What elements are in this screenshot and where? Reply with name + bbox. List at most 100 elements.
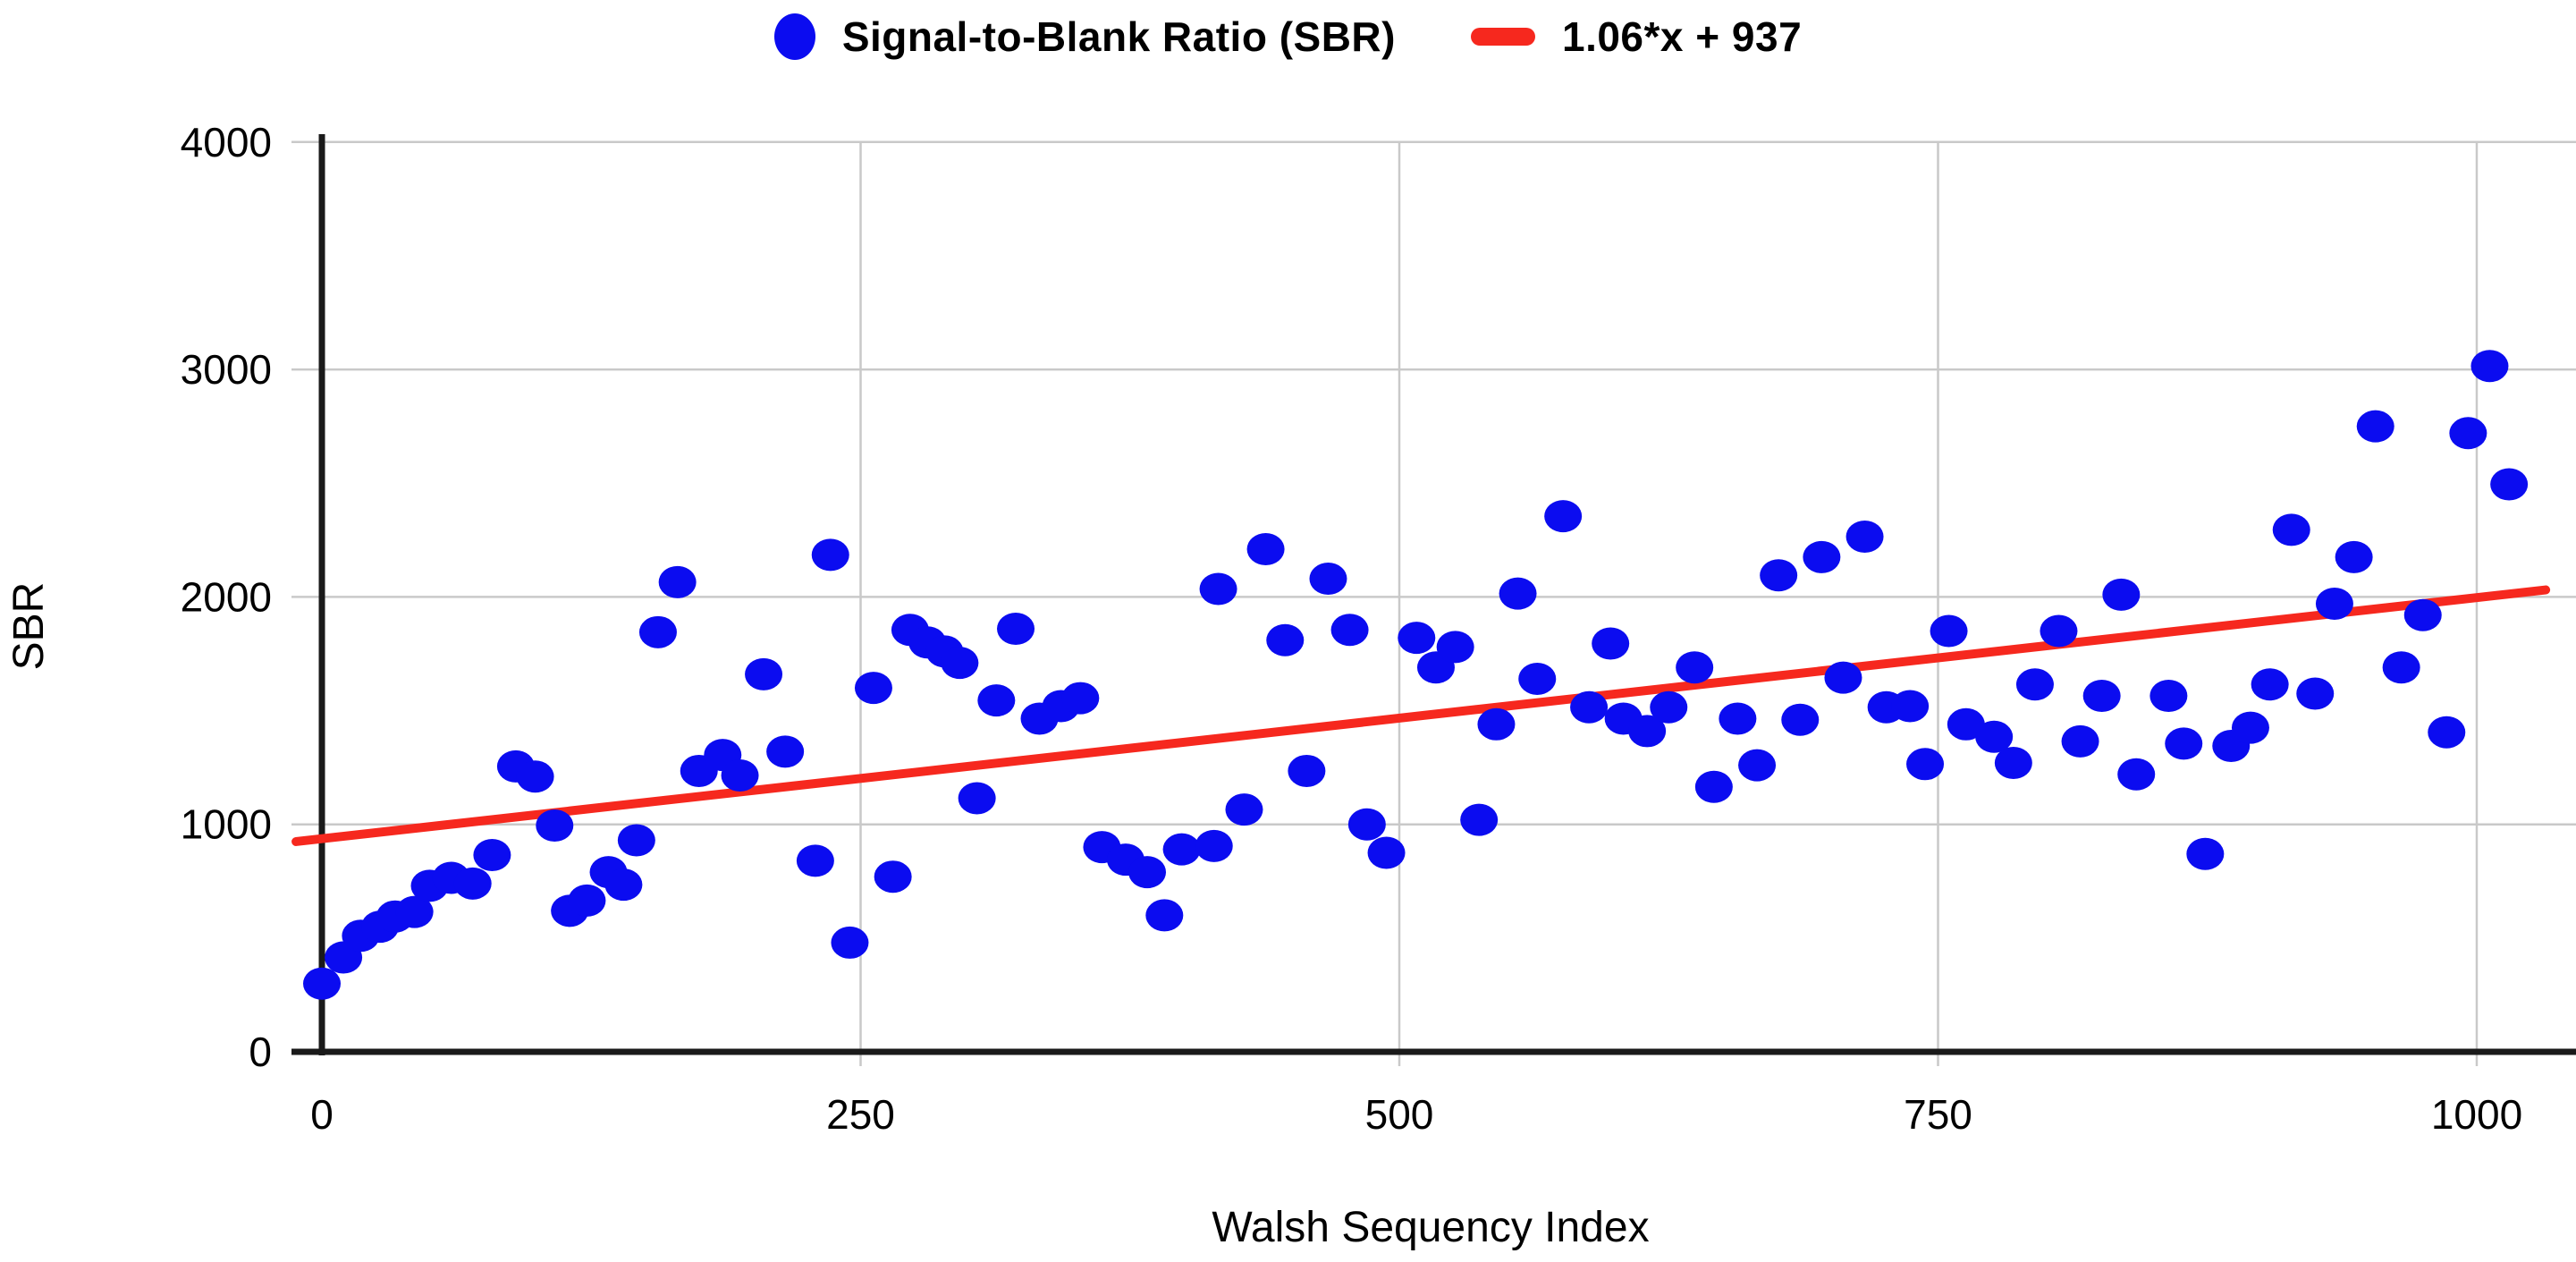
scatter-point[interactable] (2449, 417, 2487, 450)
scatter-point[interactable] (2403, 598, 2442, 631)
scatter-point[interactable] (854, 672, 892, 705)
scatter-point[interactable] (1930, 614, 1968, 648)
scatter-point[interactable] (1628, 715, 1667, 748)
scatter-point[interactable] (1477, 707, 1516, 741)
scatter-point[interactable] (604, 868, 643, 902)
scatter-point[interactable] (516, 760, 554, 793)
x-tick-label-0: 0 (310, 1091, 334, 1138)
scatter-point[interactable] (1061, 682, 1100, 715)
scatter-point[interactable] (766, 735, 805, 768)
scatter-point[interactable] (2428, 716, 2466, 749)
scatter-point[interactable] (1738, 749, 1777, 782)
x-tick-label-1000: 1000 (2431, 1091, 2522, 1138)
scatter-point[interactable] (721, 759, 759, 792)
scatter-point[interactable] (617, 824, 655, 857)
scatter-point[interactable] (874, 860, 912, 894)
scatter-point[interactable] (2186, 837, 2225, 870)
scatter-point[interactable] (1225, 793, 1263, 826)
legend-label-trendline: 1.06*x + 937 (1561, 13, 1803, 60)
scatter-point[interactable] (2231, 711, 2269, 744)
scatter-point[interactable] (2082, 680, 2121, 713)
scatter-point[interactable] (1518, 662, 1557, 695)
scatter-point[interactable] (1460, 803, 1499, 836)
y-tick-label-1000: 1000 (181, 801, 272, 848)
scatter-point[interactable] (745, 657, 783, 690)
scatter-point[interactable] (831, 926, 869, 959)
scatter-point[interactable] (1592, 627, 1630, 660)
scatter-point[interactable] (1760, 559, 1798, 592)
scatter-point[interactable] (2335, 540, 2373, 573)
scatter-point[interactable] (1288, 754, 1326, 787)
scatter-point[interactable] (1145, 899, 1184, 932)
scatter-point[interactable] (1570, 690, 1609, 724)
trend-line-segment (291, 585, 2551, 846)
scatter-point[interactable] (1195, 829, 1233, 862)
scatter-point[interactable] (1906, 748, 1945, 781)
scatter-point[interactable] (1398, 622, 1436, 655)
scatter-point[interactable] (1947, 707, 1985, 741)
scatter-point[interactable] (1128, 856, 1167, 889)
scatter-point[interactable] (2251, 668, 2289, 701)
scatter-point[interactable] (303, 967, 341, 1000)
scatter-point[interactable] (1162, 833, 1201, 866)
scatter-point[interactable] (997, 613, 1035, 646)
x-tick-label-750: 750 (1904, 1091, 1972, 1138)
scatter-point[interactable] (2470, 350, 2509, 383)
legend-item-trendline[interactable]: 1.06*x + 937 (1470, 13, 1803, 61)
scatter-point[interactable] (1499, 577, 1537, 610)
scatter-point[interactable] (2149, 680, 2188, 713)
scatter-point[interactable] (2117, 758, 2156, 791)
scatter-point[interactable] (1719, 702, 1757, 735)
x-axis-title: Walsh Sequency Index (1212, 1204, 1649, 1251)
scatter-point[interactable] (2102, 578, 2141, 611)
scatter-point[interactable] (1803, 540, 1841, 573)
scatter-point[interactable] (536, 809, 574, 842)
scatter-point[interactable] (638, 615, 677, 648)
scatter-point[interactable] (1330, 614, 1369, 647)
scatter-point[interactable] (1891, 690, 1930, 723)
scatter-point[interactable] (658, 565, 697, 598)
scatter-point[interactable] (2356, 410, 2394, 443)
scatter-point[interactable] (568, 884, 606, 917)
y-tick-label-0: 0 (249, 1029, 272, 1075)
scatter-point[interactable] (1676, 651, 1714, 684)
scatter-point[interactable] (941, 647, 979, 680)
scatter-point[interactable] (2272, 513, 2310, 546)
scatter-point[interactable] (2490, 468, 2529, 501)
scatter-point[interactable] (1694, 770, 1733, 803)
scatter-point[interactable] (2296, 677, 2335, 710)
scatter-point[interactable] (1199, 572, 1237, 606)
scatter-point[interactable] (2315, 588, 2353, 621)
trend-line (291, 585, 2551, 846)
scatter-point[interactable] (1994, 747, 2032, 780)
legend-item-sbr[interactable]: Signal-to-Blank Ratio (SBR) (773, 13, 1396, 61)
scatter-point[interactable] (1845, 521, 1884, 554)
scatter-point[interactable] (1781, 703, 1820, 736)
scatter-point[interactable] (2382, 651, 2420, 684)
y-tick-label-2000: 2000 (181, 573, 272, 620)
scatter-point[interactable] (1367, 836, 1406, 869)
y-axis-title: SBR (5, 582, 53, 671)
scatter-point[interactable] (1436, 631, 1474, 664)
scatter-point[interactable] (1824, 661, 1862, 694)
scatter-point[interactable] (796, 844, 834, 877)
scatter-point[interactable] (1650, 690, 1688, 724)
scatter-point[interactable] (977, 684, 1016, 717)
scatter-point[interactable] (1246, 532, 1285, 565)
scatter-point[interactable] (811, 538, 849, 572)
scatter-point[interactable] (1309, 563, 1347, 596)
scatter-point[interactable] (2040, 614, 2078, 648)
scatter-point[interactable] (1266, 623, 1305, 656)
scatter-point[interactable] (2061, 724, 2099, 758)
scatter-point[interactable] (2015, 668, 2054, 701)
scatter-point[interactable] (453, 867, 492, 900)
scatter-point[interactable] (2165, 727, 2203, 760)
scatter-point[interactable] (1975, 720, 2014, 753)
scatter-point[interactable] (958, 782, 996, 815)
scatter-point[interactable] (1544, 500, 1583, 533)
scatter-point[interactable] (473, 839, 511, 872)
scatter-point[interactable] (395, 895, 434, 928)
scatter-point[interactable] (1347, 808, 1386, 841)
